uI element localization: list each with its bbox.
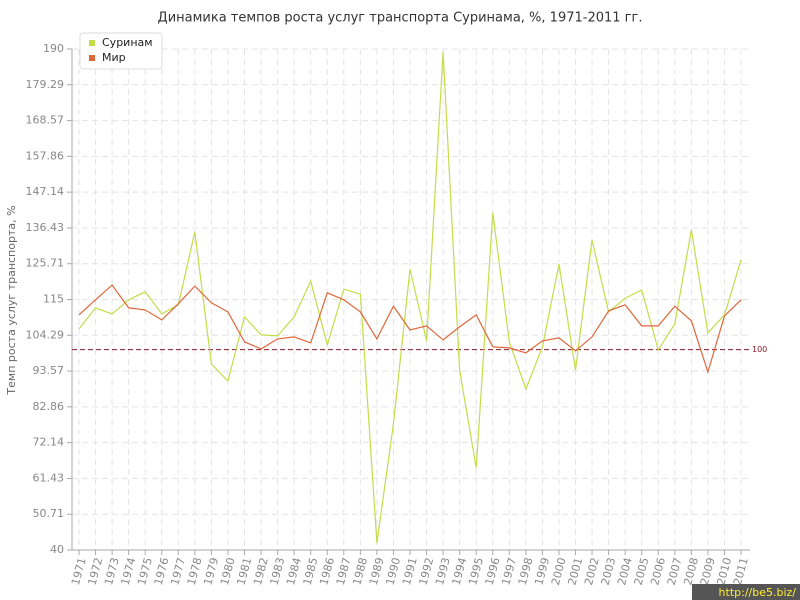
legend: Суринам Мир [79, 32, 163, 70]
legend-label: Мир [102, 51, 126, 64]
y-tick-label: 72.14 [33, 436, 65, 449]
y-tick-label: 104.29 [26, 328, 65, 341]
watermark: http://be5.biz/ [719, 586, 797, 599]
y-tick-label: 147.14 [26, 185, 65, 198]
y-axis-label: Темп роста услуг транспорта, % [5, 205, 18, 395]
legend-label: Суринам [102, 36, 153, 49]
y-tick-label: 115 [43, 293, 64, 306]
series-line [78, 284, 742, 375]
legend-box [79, 32, 163, 70]
y-tick-label: 125.71 [26, 257, 65, 270]
chart-title: Динамика темпов роста услуг транспорта С… [158, 11, 643, 26]
y-tick-label: 136.43 [26, 221, 65, 234]
y-tick-label: 40 [50, 543, 64, 556]
series-line [78, 51, 742, 544]
y-tick-label: 82.86 [33, 400, 65, 413]
y-tick-label: 168.57 [26, 114, 65, 127]
reference-label: 100 [752, 345, 767, 354]
y-tick-label: 157.86 [26, 149, 65, 162]
y-tick-label: 190 [43, 42, 64, 55]
legend-swatch [89, 40, 95, 46]
y-tick-label: 93.57 [33, 364, 65, 377]
y-tick-label: 179.29 [26, 78, 65, 91]
y-tick-label: 61.43 [33, 471, 65, 484]
legend-swatch [89, 55, 95, 61]
y-tick-label: 50.71 [33, 507, 65, 520]
watermark-bg [692, 584, 800, 600]
